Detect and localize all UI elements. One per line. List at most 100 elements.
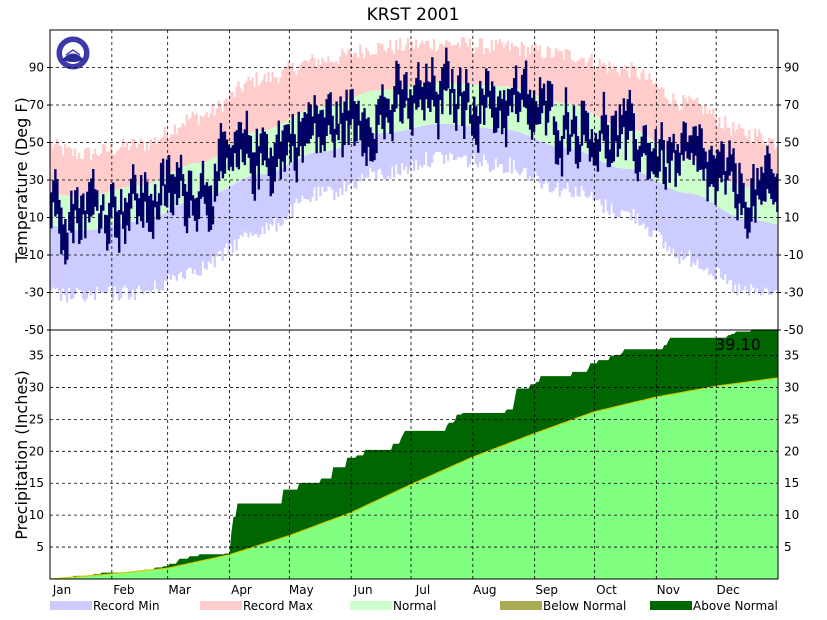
record-max-bar: [399, 38, 402, 89]
record-max-bar: [602, 62, 605, 121]
record-max-bar: [750, 141, 753, 188]
record-min-bar: [614, 167, 617, 219]
observed-temp-bar: [279, 141, 282, 180]
record-min-bar: [119, 223, 123, 299]
record-min-bar: [105, 226, 109, 294]
observed-temp-bar: [311, 116, 314, 136]
record-max-bar: [748, 129, 751, 188]
observed-temp-bar: [225, 139, 229, 158]
observed-temp-bar: [706, 161, 709, 202]
record-min-bar: [85, 230, 89, 299]
precip-tick-label-left: 30: [29, 380, 44, 394]
record-max-bar: [760, 133, 763, 189]
observed-temp-bar: [546, 80, 550, 123]
record-max-bar: [401, 50, 404, 89]
record-min-bar: [496, 129, 500, 168]
record-max-bar: [215, 108, 218, 157]
month-label: Dec: [717, 583, 740, 597]
observed-temp-bar: [281, 130, 284, 162]
record-max-bar: [329, 61, 332, 106]
record-min-bar: [289, 163, 292, 205]
record-min-bar: [191, 199, 194, 274]
record-min-bar: [219, 191, 222, 251]
precip-tick-label-right: 20: [784, 444, 799, 458]
record-max-bar: [363, 58, 366, 94]
observed-temp-bar: [299, 121, 302, 147]
observed-temp-bar: [433, 75, 436, 107]
record-max-bar: [538, 45, 541, 97]
record-max-bar: [185, 114, 188, 166]
record-min-bar: [173, 207, 176, 277]
record-min-bar: [87, 230, 91, 291]
record-min-bar: [71, 230, 75, 299]
record-min-bar: [97, 228, 101, 292]
record-max-bar: [405, 44, 408, 88]
precip-tick-label-right: 10: [784, 508, 799, 522]
record-min-bar: [474, 126, 478, 165]
observed-temp-bar: [349, 89, 352, 126]
observed-temp-bar: [319, 110, 322, 153]
observed-temp-bar: [419, 80, 422, 100]
record-max-bar: [496, 43, 500, 87]
record-max-bar: [271, 72, 274, 129]
temperature-panel: [50, 37, 779, 303]
record-max-bar: [131, 138, 135, 187]
observed-temp-bar: [676, 144, 679, 173]
record-max-bar: [303, 60, 306, 112]
observed-temp-bar: [522, 68, 526, 107]
observed-temp-bar: [155, 201, 159, 220]
record-max-bar: [253, 87, 256, 133]
record-max-bar: [572, 61, 575, 105]
temp-tick-label-left: -10: [24, 248, 44, 262]
record-min-bar: [69, 229, 73, 300]
observed-temp-bar: [463, 90, 466, 140]
record-min-bar: [249, 176, 252, 233]
record-min-bar: [678, 192, 681, 264]
record-min-bar: [255, 174, 258, 235]
record-max-bar: [588, 57, 591, 112]
record-min-bar: [756, 220, 759, 289]
observed-temp-bar: [642, 125, 645, 154]
observed-temp-bar: [762, 172, 765, 201]
record-min-bar: [57, 227, 61, 292]
record-max-bar: [646, 79, 649, 137]
record-max-bar: [95, 154, 99, 195]
observed-temp-bar: [508, 89, 512, 106]
record-max-bar: [426, 40, 430, 84]
record-min-bar: [389, 132, 392, 179]
record-max-bar: [664, 97, 667, 151]
precipitation-panel: [49, 329, 779, 580]
record-min-bar: [520, 133, 523, 173]
record-max-bar: [648, 73, 651, 139]
record-min-bar: [748, 219, 751, 296]
observed-temp-bar: [429, 82, 432, 112]
record-max-bar: [151, 143, 155, 184]
record-max-bar: [676, 104, 679, 158]
observed-temp-bar: [417, 62, 420, 108]
record-min-bar: [488, 128, 492, 172]
record-max-bar: [257, 86, 260, 132]
record-max-bar: [107, 151, 111, 192]
record-min-bar: [127, 222, 131, 300]
record-max-bar: [500, 42, 504, 87]
temp-tick-label-left: -30: [24, 286, 44, 300]
record-min-bar: [486, 128, 490, 164]
observed-temp-bar: [221, 131, 225, 179]
record-max-bar: [582, 58, 585, 109]
record-min-bar: [241, 179, 244, 237]
observed-temp-bar: [120, 189, 123, 215]
observed-temp-bar: [397, 63, 400, 95]
observed-temp-bar: [718, 151, 721, 178]
temp-tick-label-right: 50: [784, 136, 799, 150]
record-min-bar: [570, 148, 573, 197]
record-max-bar: [422, 43, 426, 85]
record-max-bar: [377, 42, 380, 91]
record-max-bar: [239, 88, 242, 140]
record-min-bar: [684, 193, 687, 258]
record-max-bar: [678, 110, 681, 158]
observed-temp-bar: [131, 164, 135, 194]
record-max-bar: [518, 55, 521, 90]
record-min-bar: [618, 168, 621, 218]
record-max-bar: [564, 49, 567, 104]
record-min-bar: [225, 188, 228, 244]
